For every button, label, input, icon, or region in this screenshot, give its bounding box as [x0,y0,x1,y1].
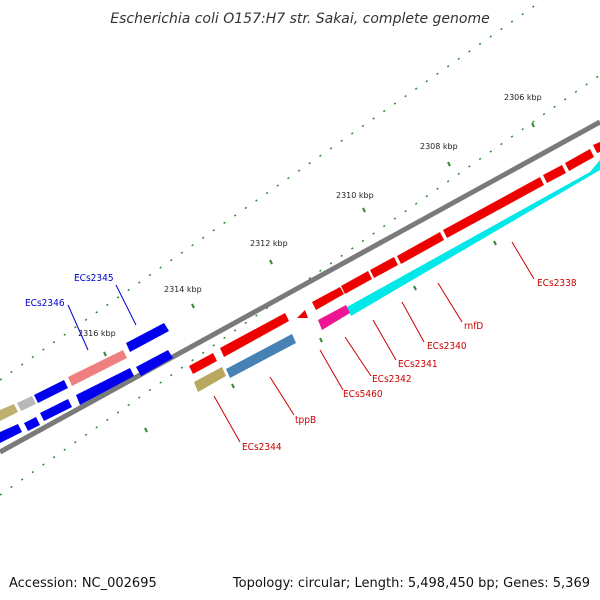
gene-red-forward [443,177,544,238]
leader-ecs2340 [401,301,425,343]
gene-blue-reverse [24,417,40,431]
genome-backbone [0,119,600,455]
major-tick [531,122,535,128]
gene-label-ecs2340[interactable]: ECs2340 [427,341,467,352]
label-leaders [67,241,535,443]
gene-blue-forward [126,323,169,352]
gene-cyan-reverse [347,160,600,316]
major-tick [269,259,273,265]
gene-red-forward [341,271,372,294]
gene-olive-reverse [194,367,226,392]
leader-rnfd [437,282,463,323]
forward-strand-genes [0,142,600,421]
gene-label-ecs2338[interactable]: ECs2338 [537,278,577,289]
gene-red-forward [593,142,600,153]
gene-red-forward [189,353,217,374]
leader-tppb [269,376,295,416]
reverse-strand-genes [0,160,600,443]
gene-label-ecs2345[interactable]: ECs2345 [74,273,114,284]
gene-grey-forward [17,396,36,411]
kbp-label-2310: 2310 kbp [336,191,374,200]
gene-pink-forward [68,350,127,386]
gene-label-rnfd[interactable]: rnfD [464,321,483,332]
gene-red-forward [370,257,398,278]
gene-label-tppb[interactable]: tppB [295,415,316,426]
gene-blue-reverse [0,424,22,443]
gene-label-ecs5460[interactable]: ECs5460 [343,389,383,400]
gene-magenta-reverse [318,305,350,330]
major-tick [362,207,366,213]
gene-red-small [297,310,308,318]
leader-ecs2338 [511,241,535,280]
kbp-label-2308: 2308 kbp [420,142,458,151]
kbp-label-2314: 2314 kbp [164,285,202,294]
leader-ecs2344 [213,395,241,443]
gene-red-forward [397,232,444,264]
gene-label-ecs2344[interactable]: ECs2344 [242,442,282,453]
major-tick [231,383,235,389]
gene-blue-reverse [76,368,134,405]
genome-title: Escherichia coli O157:H7 str. Sakai, com… [110,11,489,27]
kbp-label-2306: 2306 kbp [504,93,542,102]
accession-text: Accession: NC_002695 [9,576,157,591]
major-tick [191,303,195,309]
gene-blue-forward [34,380,68,403]
gene-red-forward [220,313,289,357]
major-tick [319,337,323,343]
leader-ecs5460 [319,349,344,391]
major-tick [413,285,417,291]
gene-blue-reverse [136,350,173,376]
gene-red-forward [543,165,566,183]
kbp-label-2316: 2316 kbp [78,329,116,338]
major-tick [493,240,497,246]
major-tick [103,351,107,357]
topology-text: Topology: circular; Length: 5,498,450 bp… [232,576,590,591]
gene-label-ecs2341[interactable]: ECs2341 [398,359,438,370]
gene-red-forward [565,149,594,171]
gene-label-ecs2346[interactable]: ECs2346 [25,298,65,309]
kbp-label-2312: 2312 kbp [250,239,288,248]
gene-steelblue-reverse [226,334,296,378]
major-tick [447,161,451,167]
leader-ecs2346 [67,304,89,351]
major-ticks [103,122,535,433]
gene-blue-reverse [40,399,72,421]
leader-ecs2341 [372,319,397,361]
leader-ecs2342 [344,336,372,377]
inner-tick-line [0,0,545,381]
leader-ecs2345 [115,284,137,326]
tick-dash [0,0,545,381]
gene-red-forward [312,287,344,310]
gene-olive-forward [0,404,18,421]
major-tick [144,427,148,433]
gene-label-ecs2342[interactable]: ECs2342 [372,374,412,385]
